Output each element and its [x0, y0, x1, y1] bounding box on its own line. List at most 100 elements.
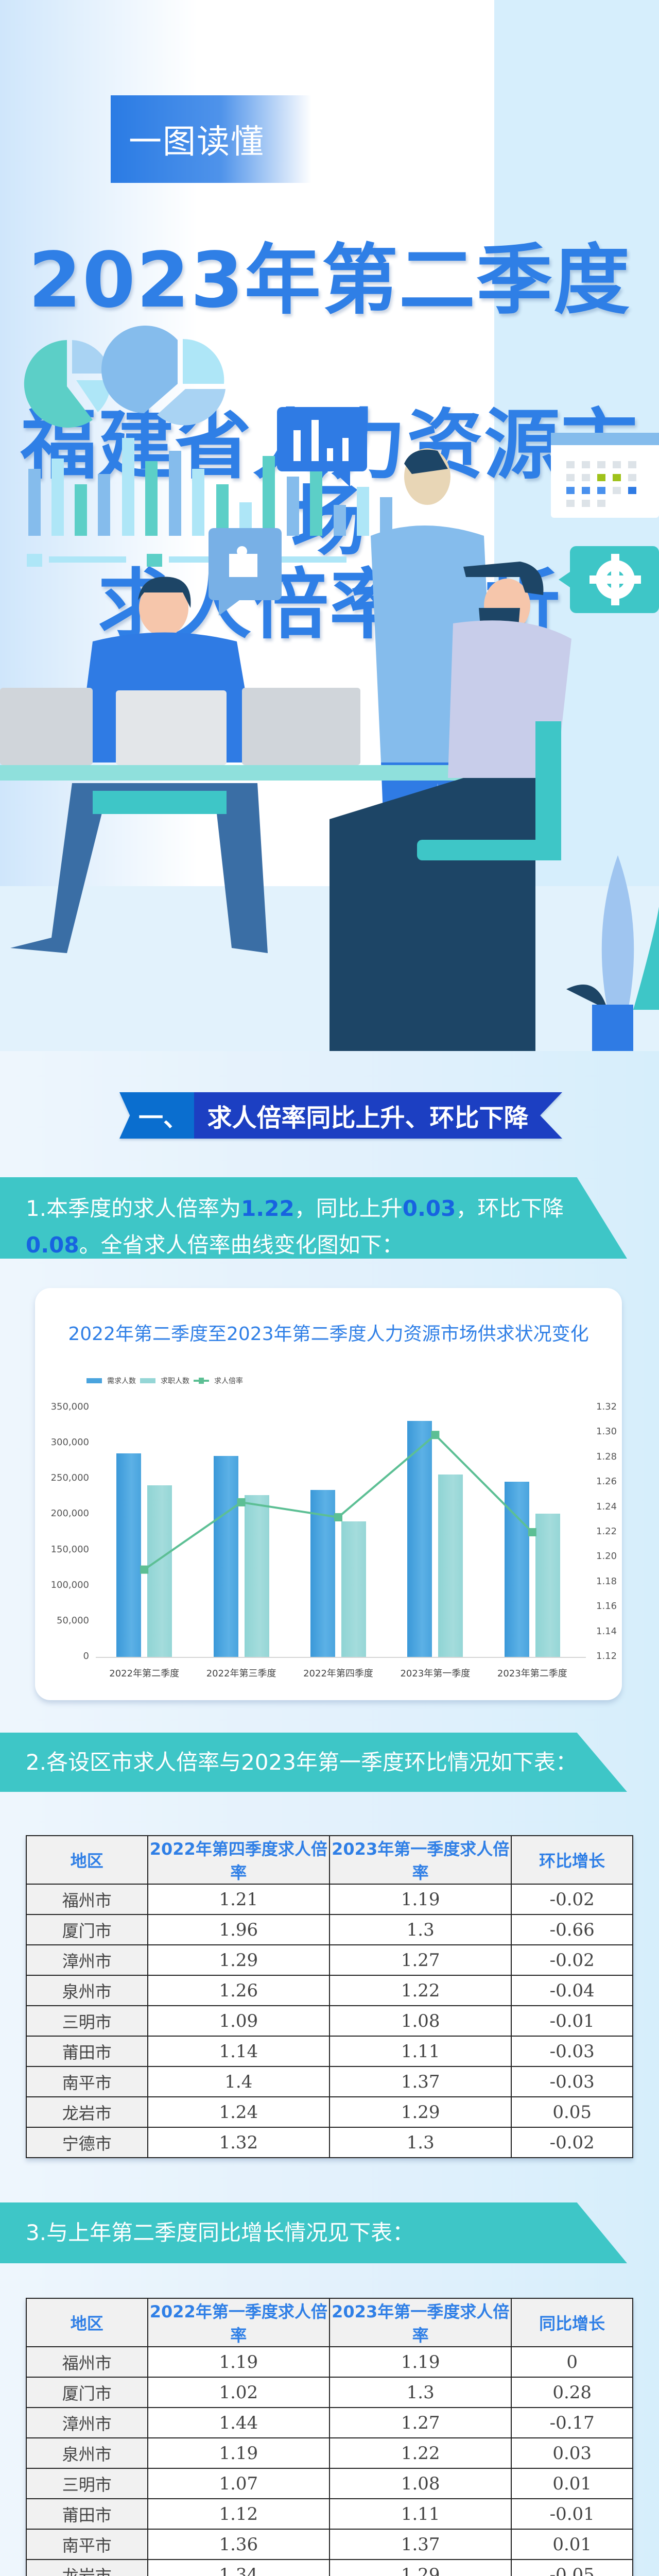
y-left-tick: 100,000	[50, 1579, 89, 1590]
column-header: 地区	[26, 2298, 148, 2347]
bar-supply	[341, 1521, 366, 1657]
x-category-label: 2022年第四季度	[303, 1668, 373, 1679]
value-cell: 1.19	[147, 2346, 330, 2378]
value-cell: 0.28	[511, 2377, 633, 2408]
chart-title: 2022年第二季度至2023年第二季度人力资源市场供求状况变化	[68, 1324, 589, 1345]
y-right-tick: 1.22	[596, 1526, 617, 1537]
value-cell: -0.05	[511, 2559, 633, 2576]
value-cell: 1.34	[147, 2559, 330, 2576]
y-right-tick: 1.32	[596, 1401, 617, 1412]
qoq-table: 地区 2022年第四季度求人倍率 2023年第一季度求人倍率 环比增长 福州市 1.21…	[26, 1835, 633, 2158]
desk-with-laptops	[0, 688, 469, 814]
value-cell: -0.17	[511, 2407, 633, 2438]
value-cell: 1.22	[328, 1975, 512, 2006]
value-cell: 1.02	[147, 2377, 330, 2408]
y-right-tick: 1.26	[596, 1476, 617, 1487]
region-cell: 福州市	[26, 1884, 148, 1915]
value-cell: -0.02	[511, 1944, 633, 1976]
table-row: 莆田市 1.12 1.11 -0.01	[26, 2498, 633, 2530]
region-cell: 泉州市	[26, 2437, 148, 2469]
bar-supply	[147, 1485, 172, 1657]
point-2-box: 2.各设区市求人倍率与2023年第一季度环比情况如下表：	[0, 1733, 627, 1792]
value-cell: -0.02	[511, 2127, 633, 2158]
bar-graph-icon	[27, 438, 392, 567]
region-cell: 三明市	[26, 2468, 148, 2499]
table-row: 宁德市 1.32 1.3 -0.02	[26, 2127, 633, 2158]
value-cell: 1.3	[328, 2127, 512, 2158]
table-row: 三明市 1.07 1.08 0.01	[26, 2468, 633, 2499]
y-right-tick: 1.20	[596, 1551, 617, 1562]
calendar-icon	[551, 433, 659, 518]
value-cell: 1.27	[328, 1944, 512, 1976]
office-team-illustration	[0, 326, 659, 1051]
value-cell: 1.4	[147, 2066, 330, 2097]
value-cell: 1.36	[147, 2529, 330, 2560]
qoq-change: 0.08	[26, 1232, 79, 1258]
section-1-number: 一、	[119, 1092, 194, 1139]
region-cell: 宁德市	[26, 2127, 148, 2158]
value-cell: -0.01	[511, 2498, 633, 2530]
page-title-line-1: 2023年第二季度	[28, 236, 631, 325]
region-cell: 龙岩市	[26, 2096, 148, 2128]
bar-supply	[244, 1495, 269, 1657]
y-right-tick: 1.14	[596, 1625, 617, 1637]
puzzle-bubble-icon	[209, 528, 282, 616]
x-axis-line	[96, 1657, 586, 1658]
value-cell: 1.3	[328, 1914, 512, 1945]
value-cell: -0.01	[511, 2005, 633, 2037]
y-left-tick: 150,000	[50, 1544, 89, 1555]
table-row: 龙岩市 1.34 1.29 -0.05	[26, 2559, 633, 2576]
value-cell: 1.08	[328, 2468, 512, 2499]
y-left-tick: 200,000	[50, 1508, 89, 1519]
value-cell: 1.32	[147, 2127, 330, 2158]
region-cell: 南平市	[26, 2529, 148, 2560]
value-cell: 1.07	[147, 2468, 330, 2499]
yoy-table: 地区 2022年第一季度求人倍率 2023年第一季度求人倍率 同比增长 福州市 1.19…	[26, 2298, 633, 2576]
x-category-label: 2023年第二季度	[497, 1668, 567, 1679]
y-right-tick: 1.12	[596, 1651, 617, 1662]
table-row: 泉州市 1.19 1.22 0.03	[26, 2437, 633, 2469]
value-cell: 1.19	[328, 2346, 512, 2378]
point-1-box: 1.本季度的求人倍率为1.22，同比上升0.03，环比下降0.08。全省求人倍率…	[0, 1177, 627, 1259]
table-row: 福州市 1.19 1.19 0	[26, 2346, 633, 2378]
legend-swatch-demand	[86, 1378, 102, 1383]
region-cell: 南平市	[26, 2066, 148, 2097]
table-row: 龙岩市 1.24 1.29 0.05	[26, 2096, 633, 2128]
y-right-tick: 1.18	[596, 1575, 617, 1587]
table-row: 南平市 1.36 1.37 0.01	[26, 2529, 633, 2560]
value-cell: -0.66	[511, 1914, 633, 1945]
region-cell: 龙岩市	[26, 2559, 148, 2576]
current-rate: 1.22	[241, 1196, 294, 1221]
section-1-title: 求人倍率同比上升、环比下降	[194, 1092, 562, 1139]
value-cell: 1.11	[328, 2036, 512, 2067]
region-cell: 漳州市	[26, 1944, 148, 1976]
value-cell: 0.01	[511, 2529, 633, 2560]
table-row: 漳州市 1.44 1.27 -0.17	[26, 2407, 633, 2438]
y-right-tick: 1.30	[596, 1426, 617, 1437]
value-cell: -0.03	[511, 2036, 633, 2067]
bar-demand	[504, 1481, 529, 1657]
column-header: 2022年第四季度求人倍率	[147, 1835, 330, 1885]
y-left-tick: 0	[83, 1651, 89, 1662]
region-cell: 三明市	[26, 2005, 148, 2037]
column-header: 2023年第一季度求人倍率	[328, 1835, 512, 1885]
value-cell: 1.12	[147, 2498, 330, 2530]
table-row: 漳州市 1.29 1.27 -0.02	[26, 1944, 633, 1976]
value-cell: 1.3	[328, 2377, 512, 2408]
y-left-tick: 50,000	[57, 1615, 89, 1626]
supply-demand-chart-card: 2022年第二季度至2023年第二季度人力资源市场供求状况变化 需求人数 求职人…	[35, 1288, 622, 1700]
x-category-label: 2022年第三季度	[206, 1668, 276, 1679]
chart-bubble-icon	[277, 407, 367, 487]
y-right-tick: 1.24	[596, 1501, 617, 1512]
legend-swatch-ratio	[194, 1378, 209, 1384]
value-cell: -0.04	[511, 1975, 633, 2006]
value-cell: 1.37	[328, 2529, 512, 2560]
bar-demand	[213, 1456, 238, 1657]
value-cell: 1.08	[328, 2005, 512, 2037]
value-cell: 1.27	[328, 2407, 512, 2438]
bar-demand	[310, 1490, 335, 1657]
column-header: 2022年第一季度求人倍率	[147, 2298, 330, 2347]
chart-plot-area: 0 50,000 100,000 150,000 200,000 250,000 300,0…	[35, 1288, 622, 1700]
bar-demand	[116, 1453, 142, 1657]
y-right-tick: 1.28	[596, 1451, 617, 1462]
